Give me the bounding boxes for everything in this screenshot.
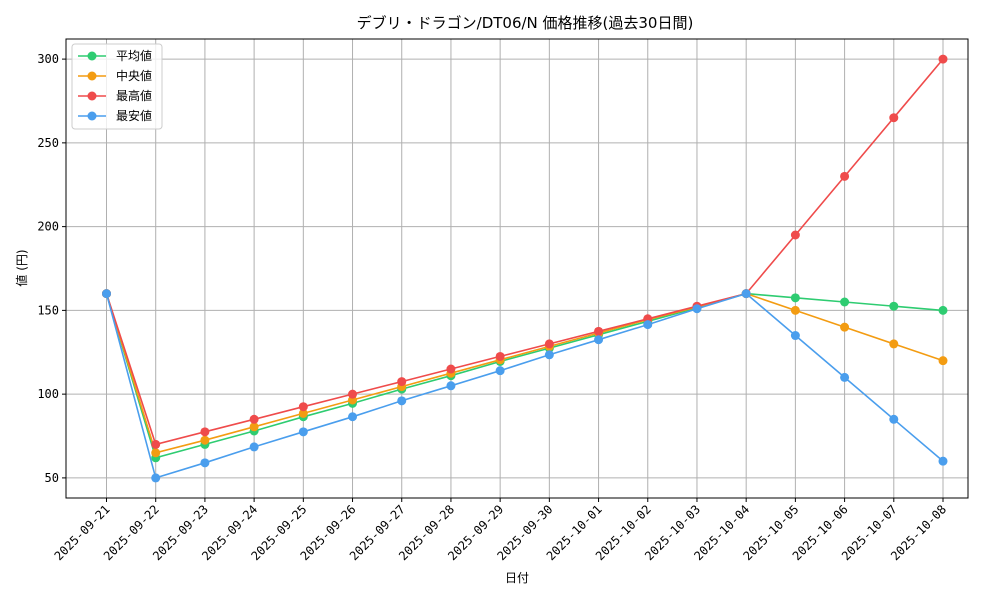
series-2 xyxy=(102,54,948,449)
y-tick-label: 100 xyxy=(37,387,59,401)
plot-frame xyxy=(65,38,969,499)
data-point xyxy=(790,305,800,315)
series-0 xyxy=(102,289,948,463)
legend-frame xyxy=(71,43,163,130)
data-point xyxy=(938,54,948,64)
data-point xyxy=(397,396,407,406)
legend-label: 最安値 xyxy=(116,108,152,123)
legend-marker xyxy=(87,71,97,81)
data-point xyxy=(102,289,111,299)
data-point xyxy=(446,364,456,374)
data-point xyxy=(840,322,850,332)
data-point xyxy=(889,301,899,311)
y-tick-label: 150 xyxy=(37,303,59,317)
data-point xyxy=(790,293,800,303)
data-point xyxy=(889,113,899,123)
data-point xyxy=(348,412,358,422)
data-point xyxy=(840,372,850,382)
data-point xyxy=(938,305,948,315)
data-point xyxy=(643,320,653,330)
x-axis: 2025-09-212025-09-222025-09-232025-09-24… xyxy=(52,498,949,563)
data-point xyxy=(200,435,210,445)
data-point xyxy=(889,414,899,424)
data-point xyxy=(249,414,259,424)
series-1 xyxy=(102,289,948,458)
data-point xyxy=(544,350,554,360)
legend-label: 中央値 xyxy=(116,68,152,83)
data-point xyxy=(495,366,505,376)
data-point xyxy=(200,427,210,437)
series-group xyxy=(102,54,948,483)
data-point xyxy=(348,389,358,399)
data-point xyxy=(741,289,751,299)
data-point xyxy=(249,422,259,432)
legend-marker xyxy=(87,111,97,121)
y-tick-label: 250 xyxy=(37,136,59,150)
data-point xyxy=(840,171,850,181)
series-line xyxy=(105,292,944,479)
legend-label: 平均値 xyxy=(116,48,152,63)
series-line xyxy=(105,292,944,454)
legend-marker xyxy=(87,91,97,101)
data-point xyxy=(446,381,456,391)
data-point xyxy=(938,456,948,466)
data-point xyxy=(298,408,308,418)
legend-marker xyxy=(87,51,97,61)
data-point xyxy=(692,304,702,314)
data-point xyxy=(200,458,210,468)
y-tick-label: 300 xyxy=(37,52,59,66)
data-point xyxy=(151,473,161,483)
data-point xyxy=(790,331,800,341)
data-point xyxy=(790,230,800,240)
y-axis: 50 100 150 200 250 300 xyxy=(37,52,66,485)
data-point xyxy=(151,448,161,458)
series-line xyxy=(105,58,944,446)
data-point xyxy=(889,339,899,349)
y-tick-label: 50 xyxy=(45,471,59,485)
data-point xyxy=(594,335,604,345)
y-axis-label: 値 (円) xyxy=(14,249,29,286)
series-line xyxy=(105,292,944,459)
x-axis-label: 日付 xyxy=(505,571,529,585)
data-point xyxy=(298,402,308,412)
data-point xyxy=(397,377,407,387)
data-point xyxy=(594,326,604,336)
data-point xyxy=(151,439,161,449)
data-point xyxy=(298,427,308,437)
data-point xyxy=(495,351,505,361)
chart-title: デブリ・ドラゴン/DT06/N 価格推移(過去30日間) xyxy=(357,14,694,32)
data-point xyxy=(249,442,259,452)
data-point xyxy=(544,339,554,349)
legend-label: 最高値 xyxy=(116,88,152,103)
y-tick-label: 200 xyxy=(37,220,59,234)
series-3 xyxy=(102,289,948,483)
data-point xyxy=(840,297,850,307)
data-point xyxy=(938,356,948,366)
